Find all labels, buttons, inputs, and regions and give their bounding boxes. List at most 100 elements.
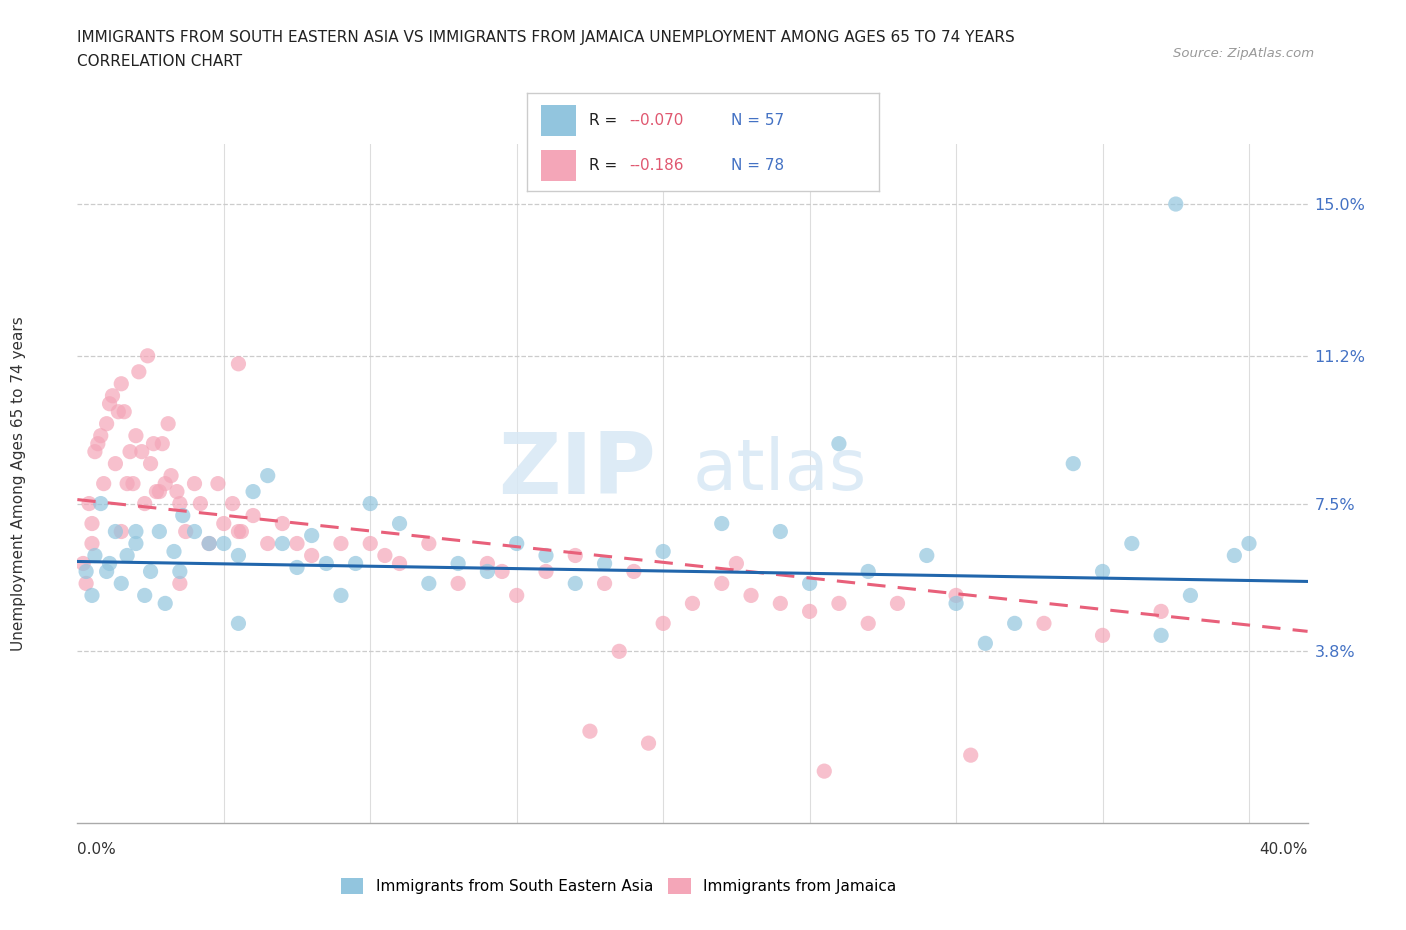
- Point: [77, 496, 100, 511]
- Point: [228, 548, 250, 563]
- Point: [1004, 616, 1026, 631]
- Point: [301, 528, 323, 543]
- Point: [506, 536, 529, 551]
- Point: [886, 596, 908, 611]
- Point: [242, 508, 264, 523]
- Point: [110, 377, 132, 392]
- Point: [198, 536, 221, 551]
- Point: [87, 436, 110, 451]
- Point: [107, 405, 129, 419]
- Point: [388, 516, 411, 531]
- Point: [710, 516, 733, 531]
- Point: [1121, 536, 1143, 551]
- Text: 40.0%: 40.0%: [1260, 842, 1308, 857]
- Point: [125, 536, 148, 551]
- Point: [110, 525, 132, 539]
- Point: [710, 576, 733, 591]
- Point: [80, 536, 103, 551]
- Point: [112, 405, 135, 419]
- Point: [72, 556, 94, 571]
- Point: [231, 525, 253, 539]
- Point: [212, 516, 235, 531]
- Point: [155, 596, 177, 611]
- Text: 0.0%: 0.0%: [77, 842, 117, 857]
- Point: [145, 485, 167, 499]
- Point: [75, 576, 97, 591]
- Point: [80, 516, 103, 531]
- Point: [98, 396, 121, 411]
- Point: [330, 536, 353, 551]
- Point: [122, 476, 145, 491]
- Text: ZIP: ZIP: [498, 429, 655, 512]
- Point: [974, 636, 997, 651]
- Point: [607, 644, 630, 658]
- Point: [183, 476, 205, 491]
- Point: [271, 536, 294, 551]
- Point: [564, 576, 586, 591]
- Point: [344, 556, 367, 571]
- Point: [477, 564, 499, 578]
- Point: [1237, 536, 1260, 551]
- Point: [207, 476, 229, 491]
- Point: [915, 548, 938, 563]
- Point: [534, 564, 557, 578]
- Point: [301, 548, 323, 563]
- Point: [256, 536, 278, 551]
- Point: [90, 428, 112, 443]
- Point: [769, 525, 792, 539]
- Point: [388, 556, 411, 571]
- Text: Unemployment Among Ages 65 to 74 years: Unemployment Among Ages 65 to 74 years: [11, 316, 25, 651]
- Point: [1033, 616, 1056, 631]
- Point: [139, 564, 162, 578]
- Point: [652, 544, 675, 559]
- Point: [271, 516, 294, 531]
- Point: [96, 417, 118, 432]
- Point: [120, 445, 141, 459]
- Text: N = 78: N = 78: [731, 158, 785, 173]
- Point: [1164, 196, 1187, 211]
- Point: [148, 525, 170, 539]
- Point: [491, 564, 513, 578]
- Text: CORRELATION CHART: CORRELATION CHART: [77, 54, 242, 69]
- Point: [228, 616, 250, 631]
- Point: [163, 544, 186, 559]
- Point: [104, 525, 127, 539]
- Point: [169, 564, 191, 578]
- Point: [858, 564, 880, 578]
- Point: [769, 596, 792, 611]
- Point: [828, 436, 851, 451]
- Point: [148, 485, 170, 499]
- Point: [564, 548, 586, 563]
- Point: [593, 556, 616, 571]
- Point: [725, 556, 748, 571]
- Point: [134, 588, 156, 603]
- Point: [330, 588, 353, 603]
- Point: [93, 476, 115, 491]
- Point: [506, 588, 529, 603]
- Point: [242, 485, 264, 499]
- Point: [115, 548, 138, 563]
- Point: [221, 496, 243, 511]
- Point: [285, 536, 308, 551]
- Point: [169, 576, 191, 591]
- Point: [799, 604, 821, 618]
- Point: [98, 556, 121, 571]
- Point: [125, 428, 148, 443]
- Text: R =: R =: [589, 113, 621, 127]
- Text: --0.186: --0.186: [630, 158, 683, 173]
- Point: [828, 596, 851, 611]
- Point: [534, 548, 557, 563]
- Point: [374, 548, 396, 563]
- Point: [150, 436, 173, 451]
- Point: [80, 588, 103, 603]
- Point: [1091, 628, 1114, 643]
- Bar: [541, 150, 576, 180]
- Text: R =: R =: [589, 158, 621, 173]
- Point: [945, 588, 967, 603]
- Point: [115, 476, 138, 491]
- Point: [579, 724, 602, 738]
- Point: [131, 445, 153, 459]
- Point: [169, 496, 191, 511]
- Point: [198, 536, 221, 551]
- Point: [285, 560, 308, 575]
